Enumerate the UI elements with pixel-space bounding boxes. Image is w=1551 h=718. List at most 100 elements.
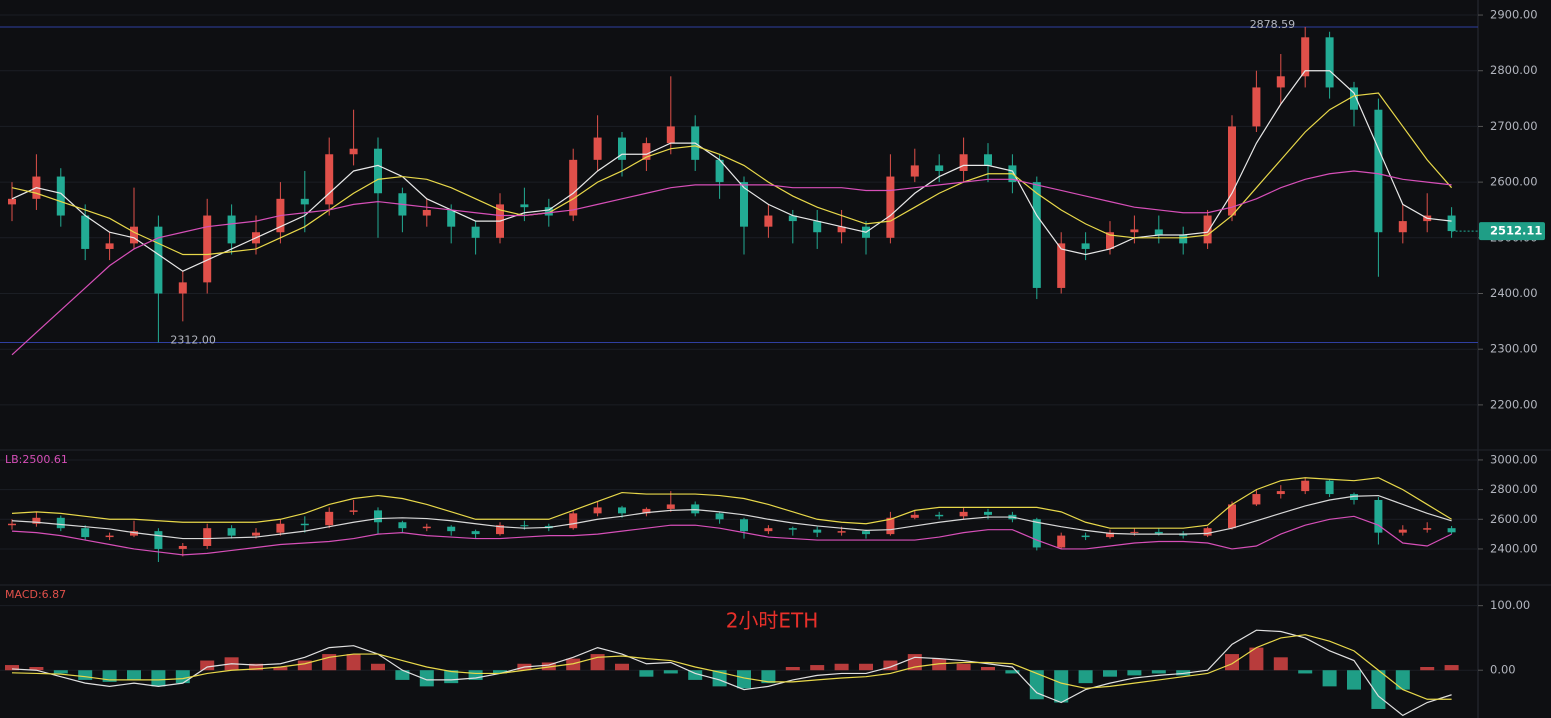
candle-body (227, 528, 236, 536)
indicator-title: MACD:6.87 (5, 588, 66, 601)
candle-body (837, 226, 846, 233)
macd-bar (127, 670, 141, 680)
candle-body (520, 525, 529, 527)
macd-bar (493, 670, 507, 674)
candle-body (1106, 232, 1114, 249)
candle-body (1032, 182, 1041, 288)
candle-body (1398, 529, 1407, 533)
candle-body (1276, 76, 1285, 88)
macd-bar (395, 670, 410, 680)
y-tick-label: 2200.00 (1490, 397, 1538, 411)
candle-body (642, 508, 651, 514)
macd-bar (102, 670, 117, 682)
candle-body (422, 526, 431, 529)
y-tick-label: 2300.00 (1490, 342, 1538, 356)
candle-body (300, 523, 309, 526)
indicator-line (11, 494, 1452, 540)
candle-body (154, 226, 163, 294)
candle-body (1179, 235, 1188, 244)
candle-body (886, 176, 895, 238)
macd-bar (78, 670, 93, 680)
candle-body (32, 517, 41, 524)
macd-bar (932, 658, 947, 671)
candle-body (984, 511, 992, 515)
candle-body (203, 528, 212, 546)
price-line-label: 2878.59 (1250, 18, 1296, 31)
candle-body (471, 226, 480, 238)
candle-body (862, 531, 870, 535)
candle-body (1350, 494, 1358, 500)
macd-bar (1054, 670, 1069, 703)
candle-body (105, 243, 114, 249)
macd-bar (1444, 665, 1459, 671)
candle-body (740, 519, 748, 532)
candle-body (642, 143, 651, 160)
candle-body (813, 529, 822, 533)
macd-bar (566, 658, 581, 671)
macd-bar (615, 663, 629, 671)
y-tick-label: 2900.00 (1490, 8, 1538, 22)
macd-bar (297, 660, 312, 671)
indicator-line (11, 70, 1452, 272)
candle-body (349, 510, 358, 512)
candle-body (910, 165, 919, 177)
candle-body (178, 545, 187, 549)
macd-bar (859, 663, 873, 671)
candle-body (349, 148, 358, 155)
macd-bar (249, 663, 263, 671)
candle-body (178, 282, 187, 294)
indicator-line (11, 92, 1453, 256)
candle-body (691, 504, 700, 514)
macd-bar (1420, 666, 1435, 671)
candle-body (130, 531, 138, 536)
candle-body (1447, 215, 1456, 232)
last-price-tag (1479, 222, 1545, 241)
candle-body (1203, 528, 1212, 536)
candle-body (203, 215, 212, 283)
candle-body (1374, 109, 1383, 233)
candle-body (325, 154, 334, 205)
macd-bar (1005, 670, 1020, 674)
candle-body (813, 221, 822, 233)
y-tick-label: 100.00 (1490, 598, 1530, 612)
price-line-label: 2312.00 (170, 334, 216, 347)
candle-body (764, 215, 773, 227)
candle-body (56, 176, 65, 216)
candle-body (935, 165, 944, 171)
candle-body (618, 137, 626, 160)
candle-body (544, 207, 553, 216)
candle-body (984, 154, 992, 166)
candle-body (81, 528, 90, 538)
candle-body (471, 531, 480, 535)
candle-body (105, 535, 114, 538)
candle-body (1081, 535, 1090, 538)
candle-body (1398, 221, 1407, 233)
candle-body (1081, 243, 1090, 249)
candle-body (1252, 87, 1261, 127)
candle-body (1423, 528, 1432, 530)
macd-bar (346, 654, 361, 671)
macd-bar (1225, 654, 1239, 671)
candle-body (1252, 494, 1261, 505)
candle-body (837, 531, 846, 533)
annotation: 2小时ETH (726, 609, 819, 633)
indicator-line (11, 477, 1452, 529)
candle-body (81, 215, 90, 249)
candle-body (374, 510, 382, 523)
candle-body (130, 226, 138, 244)
y-tick-label: 3000.00 (1490, 452, 1538, 466)
last-price-label: 2512.11 (1490, 224, 1542, 238)
candle-body (422, 209, 431, 216)
y-tick-label: 2800.00 (1490, 482, 1538, 496)
macd-bar (419, 670, 434, 687)
indicator-line (11, 629, 1452, 717)
candle-body (252, 532, 260, 536)
macd-bar (883, 660, 898, 671)
candle-body (374, 148, 382, 194)
candle-body (447, 526, 456, 532)
macd-bar (29, 666, 44, 671)
candle-body (569, 513, 578, 529)
y-tick-label: 2600.00 (1490, 512, 1538, 526)
